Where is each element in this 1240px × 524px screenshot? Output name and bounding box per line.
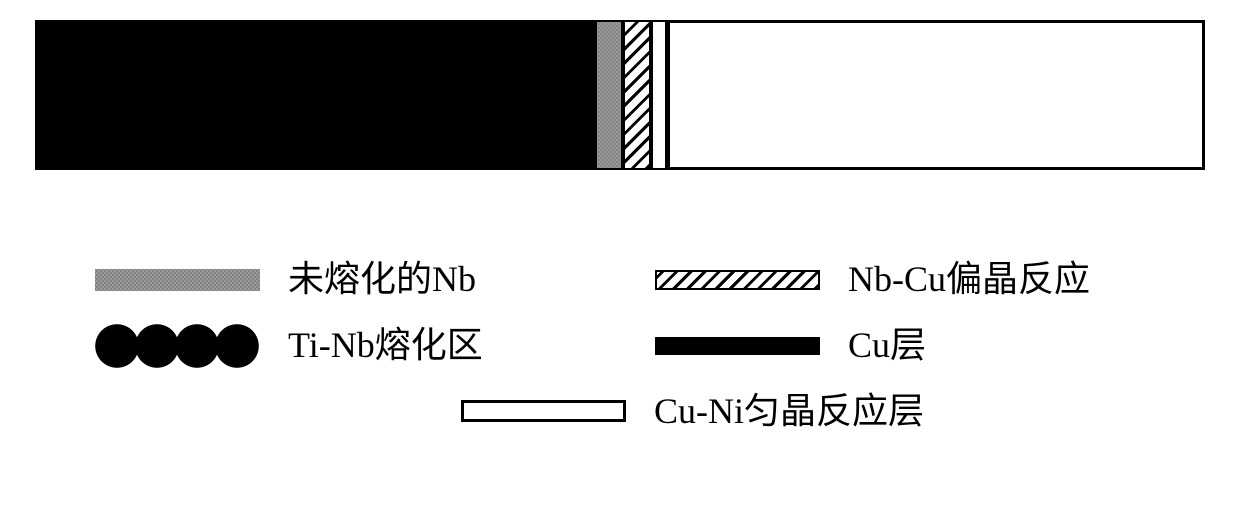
segment-cuni — [667, 20, 1205, 170]
legend-item-cuni: Cu-Ni匀晶反应层 — [461, 392, 924, 432]
segment-tinb — [35, 20, 595, 170]
layer-bar-diagram — [35, 20, 1205, 170]
legend-label: Nb-Cu偏晶反应 — [848, 260, 1090, 300]
legend-item-tinb: Ti-Nb熔化区 — [95, 324, 655, 368]
segment-nbcu — [623, 20, 651, 170]
legend-label: Cu层 — [848, 326, 926, 366]
page-root: 未熔化的Nb Nb-Cu偏晶反应 Ti-Nb熔化区 Cu层 Cu-Ni匀晶反应层 — [0, 0, 1240, 524]
segment-cu — [651, 20, 667, 170]
legend-label: 未熔化的Nb — [288, 260, 476, 300]
legend-label: Cu-Ni匀晶反应层 — [654, 392, 924, 432]
swatch-lobed-icon — [95, 324, 260, 368]
swatch-hatch-icon — [655, 270, 820, 290]
legend-row: 未熔化的Nb Nb-Cu偏晶反应 — [95, 260, 1145, 300]
legend-item-unmelted-nb: 未熔化的Nb — [95, 260, 655, 300]
legend-label: Ti-Nb熔化区 — [288, 326, 483, 366]
swatch-solid-icon — [655, 337, 820, 355]
segment-unmelted-nb — [595, 20, 623, 170]
legend-item-cu: Cu层 — [655, 326, 926, 366]
legend-row: Cu-Ni匀晶反应层 — [95, 392, 1145, 432]
legend: 未熔化的Nb Nb-Cu偏晶反应 Ti-Nb熔化区 Cu层 Cu-Ni匀晶反应层 — [95, 260, 1145, 455]
swatch-stipple-icon — [95, 269, 260, 291]
legend-row: Ti-Nb熔化区 Cu层 — [95, 324, 1145, 368]
swatch-outline-icon — [461, 400, 626, 422]
legend-item-nbcu: Nb-Cu偏晶反应 — [655, 260, 1090, 300]
